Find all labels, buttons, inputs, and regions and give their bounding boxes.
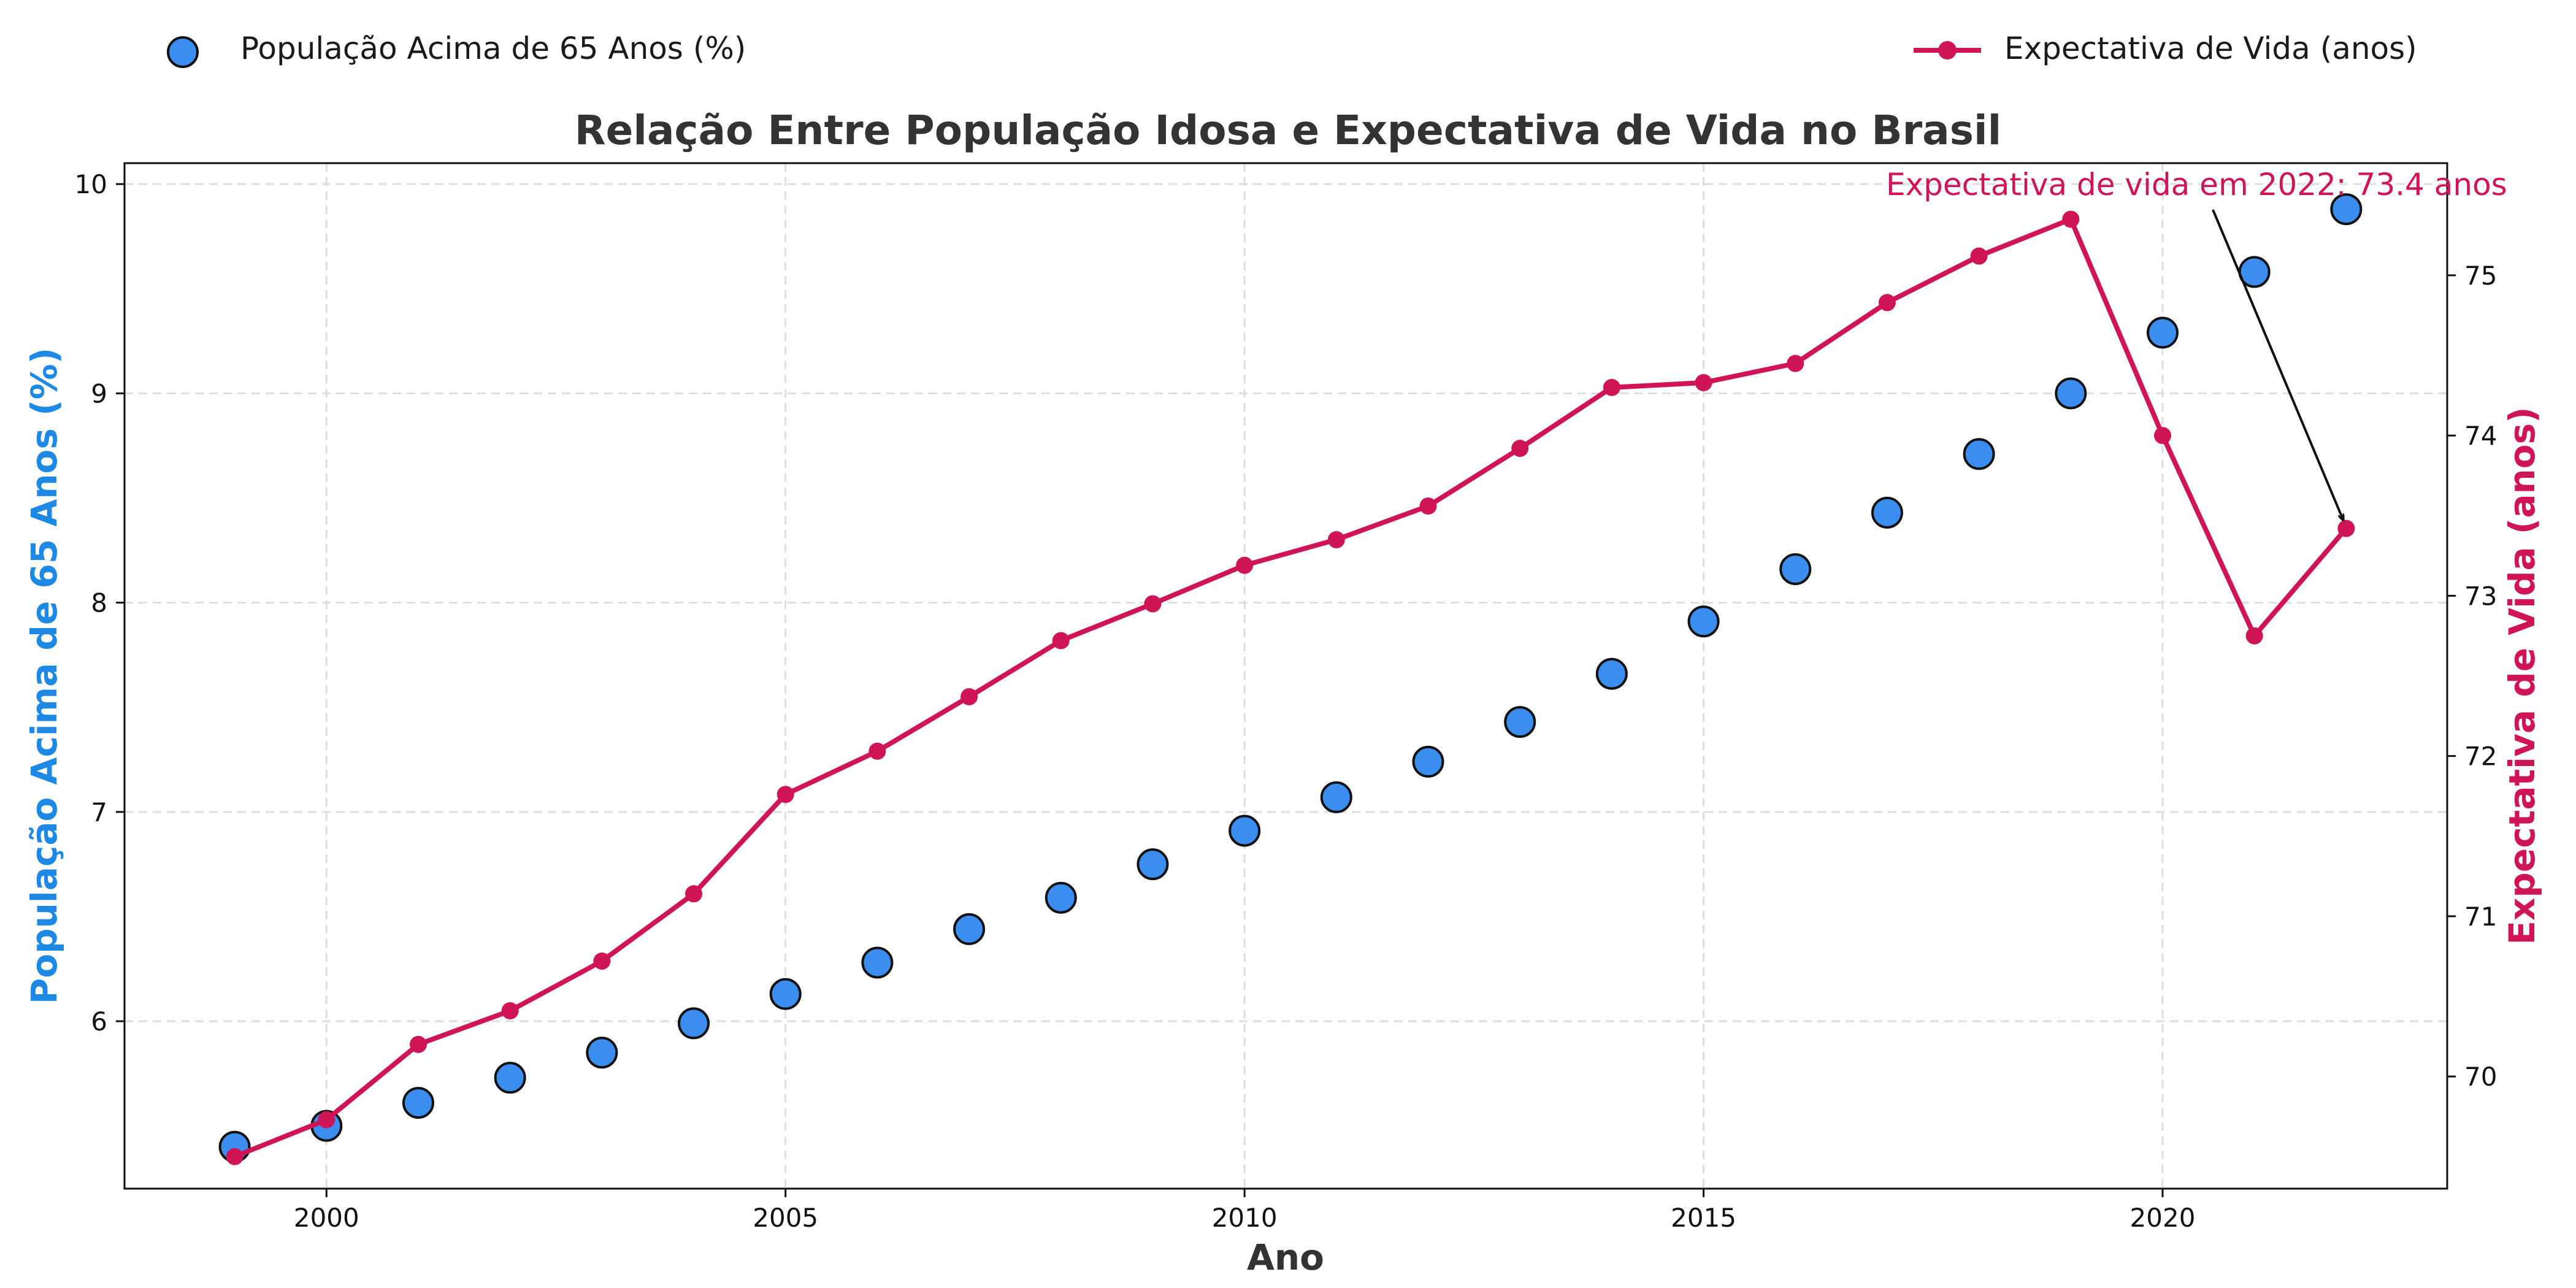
life-expectancy-point bbox=[593, 953, 611, 970]
y-right-tick-label: 73 bbox=[2464, 581, 2497, 611]
life-expectancy-point bbox=[685, 885, 703, 903]
life-expectancy-point bbox=[1970, 247, 1988, 265]
legend-marker-population bbox=[167, 36, 199, 68]
population-point bbox=[1504, 706, 1536, 738]
population-point bbox=[1412, 745, 1444, 778]
x-axis-label: Ano bbox=[1247, 1236, 1324, 1278]
y-left-tick-label: 8 bbox=[91, 588, 107, 618]
y-left-tick-label: 6 bbox=[91, 1006, 107, 1037]
population-point bbox=[586, 1037, 618, 1069]
population-point bbox=[861, 946, 894, 979]
population-point bbox=[1045, 881, 1077, 914]
life-expectancy-point bbox=[1603, 378, 1620, 396]
x-axis-ticks: 2000 2005 2010 2015 2020 bbox=[294, 1189, 2196, 1233]
legend-label-life-expectancy: Expectativa de Vida (anos) bbox=[2004, 31, 2417, 66]
population-point bbox=[2146, 316, 2179, 349]
life-expectancy-point bbox=[1878, 294, 1896, 312]
population-point bbox=[1871, 496, 1903, 529]
life-expectancy-point bbox=[2337, 519, 2355, 537]
grid bbox=[125, 163, 2447, 1189]
life-expectancy-point bbox=[1236, 556, 1254, 574]
population-point bbox=[2330, 193, 2363, 226]
life-expectancy-point bbox=[776, 786, 794, 803]
plot-frame bbox=[123, 162, 2448, 1190]
chart-title: Relação Entre População Idosa e Expectat… bbox=[575, 107, 2002, 154]
life-expectancy-line bbox=[234, 217, 2348, 1159]
life-expectancy-point bbox=[1419, 497, 1437, 515]
annotation: Expectativa de vida em 2022: 73.4 anos bbox=[1886, 167, 2507, 520]
annotation-arrow bbox=[2212, 209, 2343, 520]
x-tick-label: 2015 bbox=[1671, 1203, 1736, 1233]
x-tick-label: 2005 bbox=[753, 1203, 818, 1233]
life-expectancy-series bbox=[226, 210, 2355, 1165]
y-right-axis-label: Expectativa de Vida (anos) bbox=[2501, 407, 2543, 945]
y-right-tick-label: 74 bbox=[2464, 421, 2497, 451]
life-expectancy-point bbox=[1052, 632, 1070, 650]
population-point bbox=[1779, 553, 1812, 585]
life-expectancy-point bbox=[868, 742, 886, 760]
y-left-axis-label: População Acima de 65 Anos (%) bbox=[23, 348, 65, 1004]
life-expectancy-point bbox=[501, 1002, 519, 1020]
population-point bbox=[1963, 438, 1995, 470]
y-right-tick-label: 70 bbox=[2464, 1062, 2497, 1092]
life-expectancy-point bbox=[1144, 595, 1162, 613]
population-point bbox=[402, 1087, 434, 1119]
x-tick-label: 2000 bbox=[294, 1203, 359, 1233]
life-expectancy-point bbox=[226, 1148, 243, 1165]
population-series bbox=[218, 193, 2363, 1163]
population-point bbox=[494, 1062, 526, 1094]
y-left-tick-label: 7 bbox=[91, 797, 107, 827]
y-right-tick-label: 75 bbox=[2464, 261, 2497, 291]
legend-label-population: População Acima de 65 Anos (%) bbox=[240, 31, 746, 66]
life-expectancy-point bbox=[2153, 427, 2171, 445]
legend-marker-life-expectancy bbox=[1938, 41, 1957, 59]
population-point bbox=[1595, 657, 1628, 690]
life-expectancy-point bbox=[1511, 440, 1529, 458]
life-expectancy-point bbox=[960, 688, 978, 705]
y-right-tick-label: 71 bbox=[2464, 902, 2497, 932]
population-point bbox=[1687, 605, 1720, 638]
life-expectancy-point bbox=[409, 1035, 427, 1053]
population-point bbox=[1320, 781, 1352, 813]
population-point bbox=[678, 1007, 710, 1040]
life-expectancy-point bbox=[2062, 210, 2080, 228]
y-right-tick-label: 72 bbox=[2464, 742, 2497, 772]
life-expectancy-point bbox=[318, 1111, 335, 1129]
population-point bbox=[769, 978, 802, 1010]
population-point bbox=[1229, 815, 1261, 847]
legend: População Acima de 65 Anos (%) Expectati… bbox=[167, 31, 2417, 68]
y-left-tick-label: 10 bbox=[75, 169, 107, 199]
population-point bbox=[953, 913, 986, 945]
x-tick-label: 2010 bbox=[1212, 1203, 1278, 1233]
life-expectancy-point bbox=[1327, 531, 1345, 548]
y-left-tick-label: 9 bbox=[91, 378, 107, 408]
y-left-axis-ticks: 6 7 8 9 10 bbox=[75, 169, 125, 1037]
x-tick-label: 2020 bbox=[2130, 1203, 2196, 1233]
population-point bbox=[2055, 377, 2087, 410]
annotation-text: Expectativa de vida em 2022: 73.4 anos bbox=[1886, 167, 2507, 202]
population-point bbox=[1137, 848, 1169, 881]
life-expectancy-point bbox=[1787, 355, 1804, 372]
life-expectancy-point bbox=[2245, 627, 2263, 645]
life-expectancy-point bbox=[1695, 374, 1712, 391]
y-right-axis-ticks: 70 71 72 73 74 75 bbox=[2447, 261, 2497, 1092]
